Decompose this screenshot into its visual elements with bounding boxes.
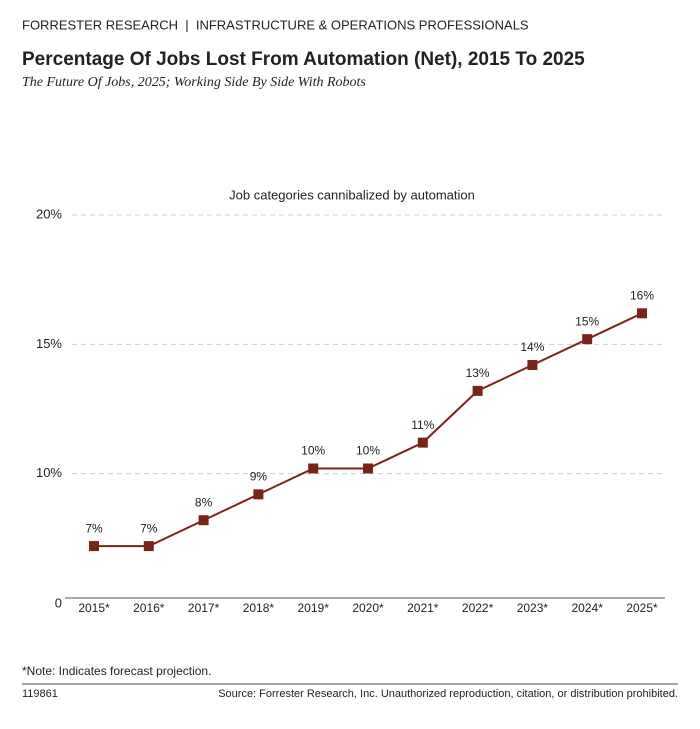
report-id: 119861 bbox=[22, 688, 58, 700]
chart-subtitle: The Future Of Jobs, 2025; Working Side B… bbox=[22, 75, 366, 90]
marker bbox=[472, 385, 483, 396]
x-tick-label: 2016* bbox=[133, 601, 165, 615]
marker bbox=[363, 463, 373, 474]
y-origin-label: 0 bbox=[55, 595, 62, 610]
marker bbox=[308, 463, 319, 474]
data-label: 9% bbox=[250, 470, 268, 484]
x-tick-label: 2020* bbox=[352, 601, 384, 615]
line bbox=[94, 312, 643, 548]
marker bbox=[198, 515, 209, 526]
y-tick-label: 15% bbox=[36, 336, 62, 351]
marker bbox=[637, 308, 647, 319]
data-label: 10% bbox=[356, 444, 380, 458]
x-tick-label: 2015* bbox=[78, 601, 110, 615]
kicker: FORRESTER RESEARCH | INFRASTRUCTURE & OP… bbox=[22, 17, 529, 32]
data-label: 7% bbox=[140, 521, 158, 535]
marker bbox=[253, 489, 264, 500]
marker bbox=[582, 334, 593, 345]
marker bbox=[143, 541, 154, 552]
x-tick-label: 2025* bbox=[626, 601, 658, 615]
x-tick-label: 2023* bbox=[517, 601, 549, 615]
data-label: 8% bbox=[195, 495, 213, 509]
data-label: 11% bbox=[411, 418, 434, 432]
x-tick-label: 2021* bbox=[407, 601, 439, 615]
data-label: 15% bbox=[575, 314, 599, 328]
data-label: 7% bbox=[85, 521, 103, 535]
y-tick-label: 10% bbox=[36, 465, 62, 480]
source: Source: Forrester Research, Inc. Unautho… bbox=[218, 688, 678, 700]
x-tick-label: 2024* bbox=[572, 601, 604, 615]
x-tick-label: 2018* bbox=[243, 601, 275, 615]
x-tick-label: 2017* bbox=[188, 601, 220, 615]
y-tick-label: 20% bbox=[36, 206, 62, 221]
x-tick-label: 2022* bbox=[462, 601, 494, 615]
data-label: 10% bbox=[301, 444, 325, 458]
data-label: 13% bbox=[466, 366, 490, 380]
x-tick-label: 2019* bbox=[298, 601, 330, 615]
marker bbox=[527, 360, 538, 371]
chart-title: Percentage Of Jobs Lost From Automation … bbox=[22, 49, 585, 70]
data-label: 14% bbox=[520, 340, 544, 354]
data-label: 16% bbox=[630, 288, 654, 302]
legend-label: Job categories cannibalized by automatio… bbox=[229, 187, 475, 202]
footnote: *Note: Indicates forecast projection. bbox=[22, 664, 211, 678]
marker bbox=[89, 541, 99, 552]
marker bbox=[417, 437, 428, 448]
